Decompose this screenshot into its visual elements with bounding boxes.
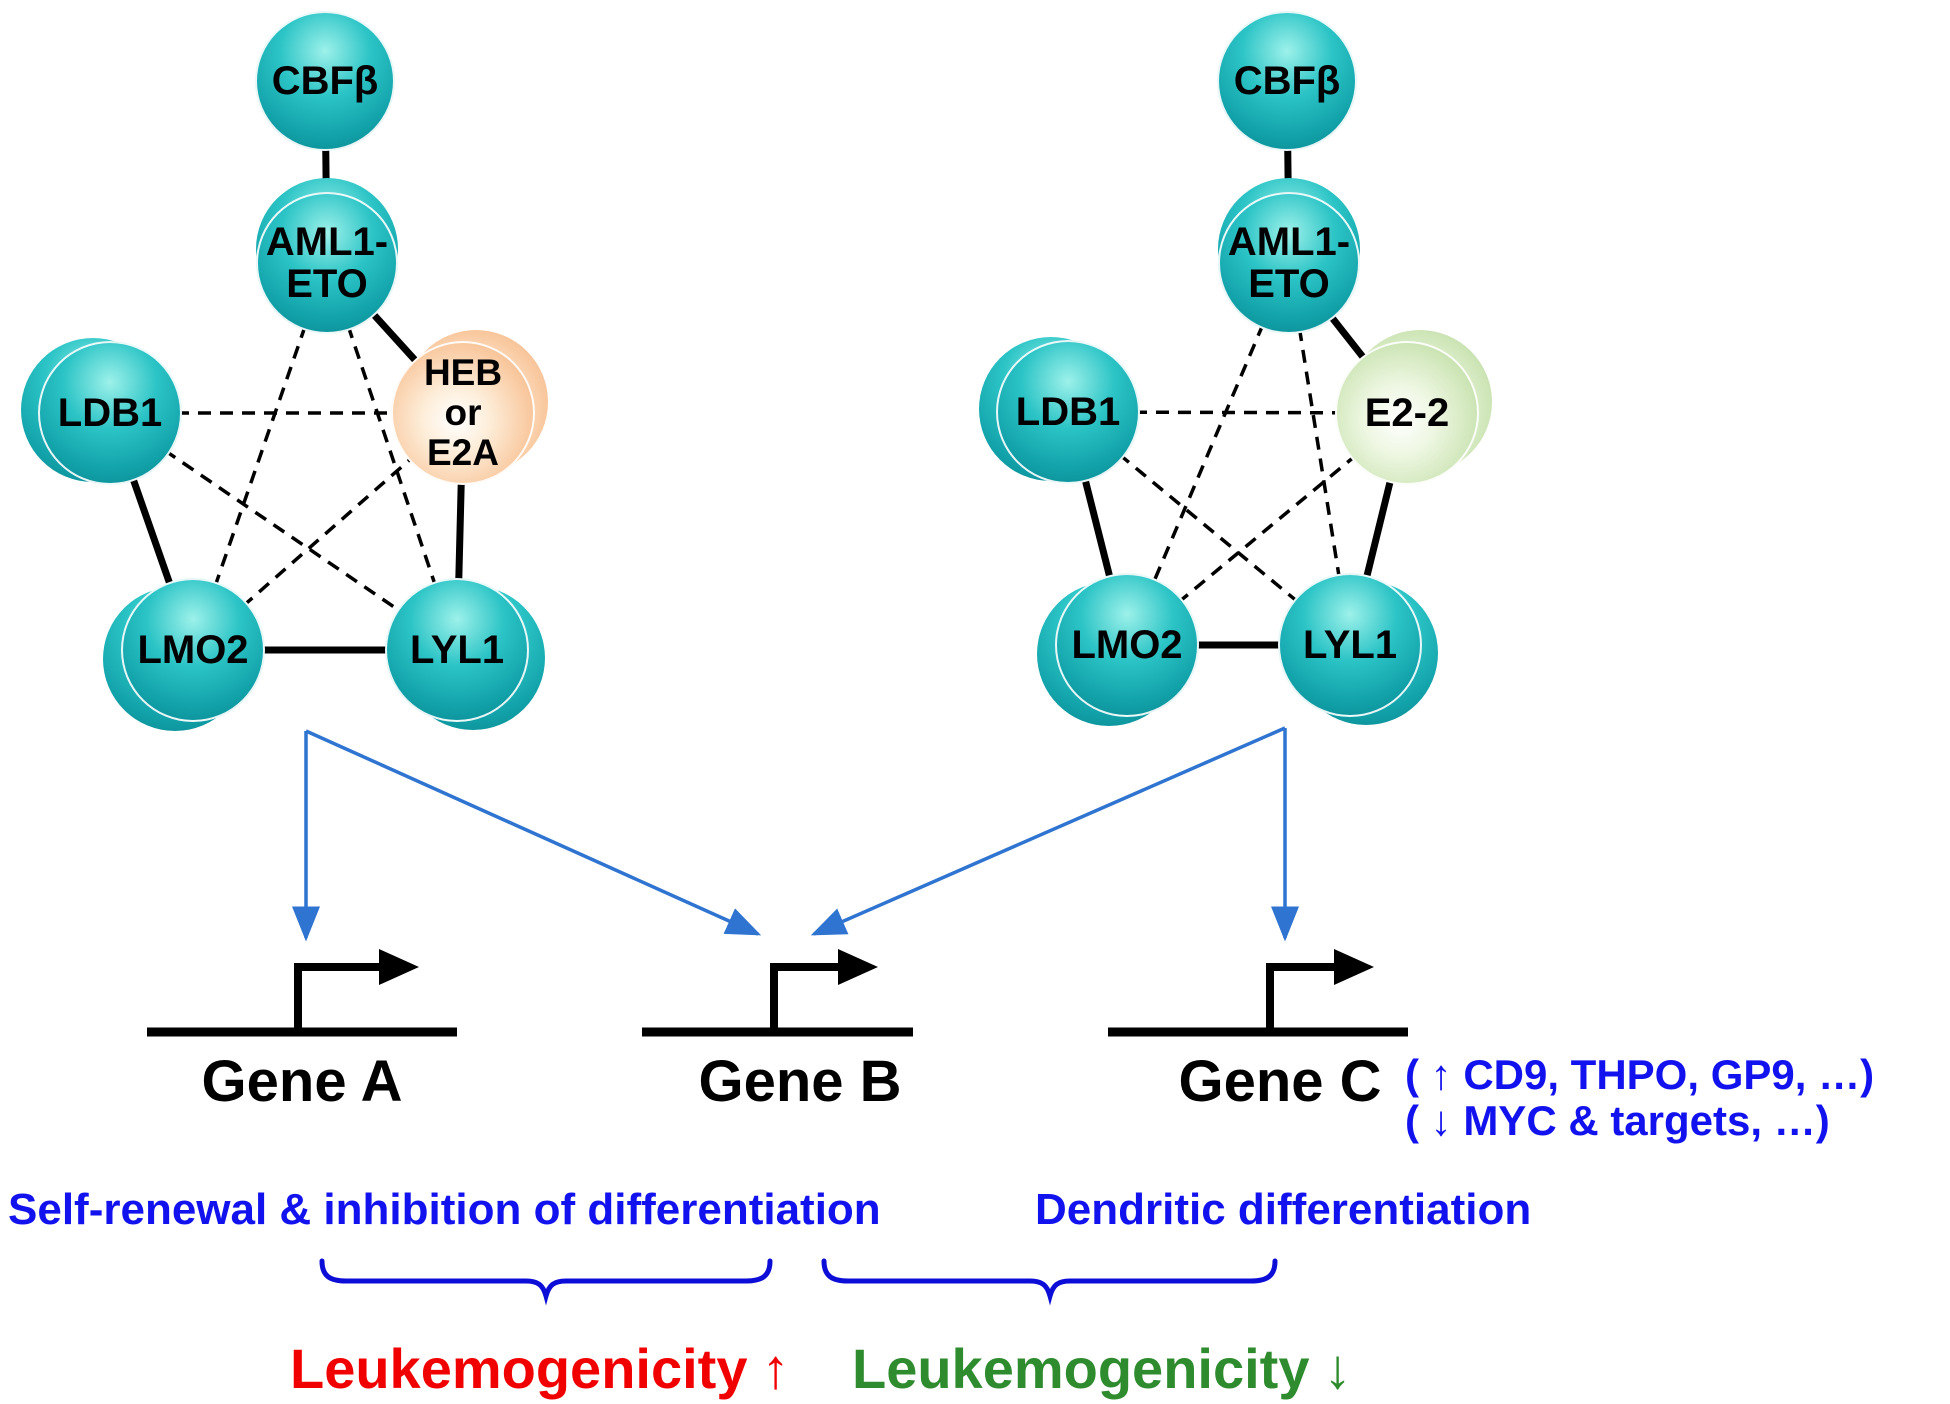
outcome-left-label: Self-renewal & inhibition of differentia… [8,1185,881,1234]
down-arrow-icon: ↓ [1323,1337,1352,1400]
node-label: HEB [423,352,503,394]
gene-promoters [147,949,1408,1037]
node-label: CBFβ [271,59,379,103]
node-left-aml1eto: AML1- ETO [256,178,398,334]
leukemogenicity-down-text: Leukemogenicity [852,1337,1310,1400]
node-right-lyl1: LYL1 [1278,573,1438,725]
node-label: LMO2 [1071,623,1183,667]
node-right-ldb1: LDB1 [979,337,1140,484]
promoter-gene-b [642,949,913,1037]
node-right-lmo2: LMO2 [1037,573,1199,726]
gene-c-downregulated-note: ( ↓ MYC & targets, …) [1405,1097,1830,1144]
brace-leukemogenicity-down [821,1258,1278,1306]
promoter-gene-c [1108,949,1408,1037]
node-left-cbfb: CBFβ [255,11,395,151]
node-label: AML1- [265,220,389,264]
node-label: LDB1 [1015,390,1121,434]
leukemogenicity-down-label: Leukemogenicity ↓ [852,1338,1351,1400]
node-label: LMO2 [137,628,249,672]
gene-c-label: Gene C [1178,1049,1382,1114]
node-right-cbfb: CBFβ [1217,11,1357,151]
node-label: E2-2 [1364,391,1450,435]
node-label: LDB1 [57,391,163,435]
gene-c-upregulated-note: ( ↑ CD9, THPO, GP9, …) [1405,1051,1875,1098]
node-left-heb-e2a: HEB or E2A [391,330,548,485]
regulation-arrows [292,726,1299,942]
right-arrow-to-geneB [810,726,1286,936]
leukemogenicity-up-text: Leukemogenicity [290,1337,748,1400]
brace-leukemogenicity-up [319,1258,773,1306]
node-left-lyl1: LYL1 [385,578,545,730]
node-label: LYL1 [409,628,505,672]
node-left-ldb1: LDB1 [21,338,182,485]
node-label: CBFβ [1233,59,1341,103]
left-arrow-to-geneB [305,729,762,936]
underbraces [319,1258,1278,1306]
gene-b-label: Gene B [698,1049,902,1114]
leukemogenicity-up-label: Leukemogenicity ↑ [290,1338,789,1400]
node-label: E2A [427,431,499,473]
up-arrow-icon: ↑ [761,1337,790,1400]
outcome-right-label: Dendritic differentiation [1035,1185,1532,1234]
node-left-lmo2: LMO2 [103,578,265,731]
gene-a-label: Gene A [201,1049,403,1114]
node-label: LYL1 [1302,623,1398,667]
node-label: AML1- [1227,220,1351,264]
node-label: ETO [286,262,368,306]
node-right-e2-2: E2-2 [1335,330,1492,485]
node-label: ETO [1248,262,1330,306]
node-label: or [444,392,482,434]
node-right-aml1eto: AML1- ETO [1218,178,1360,334]
promoter-gene-a [147,949,457,1037]
